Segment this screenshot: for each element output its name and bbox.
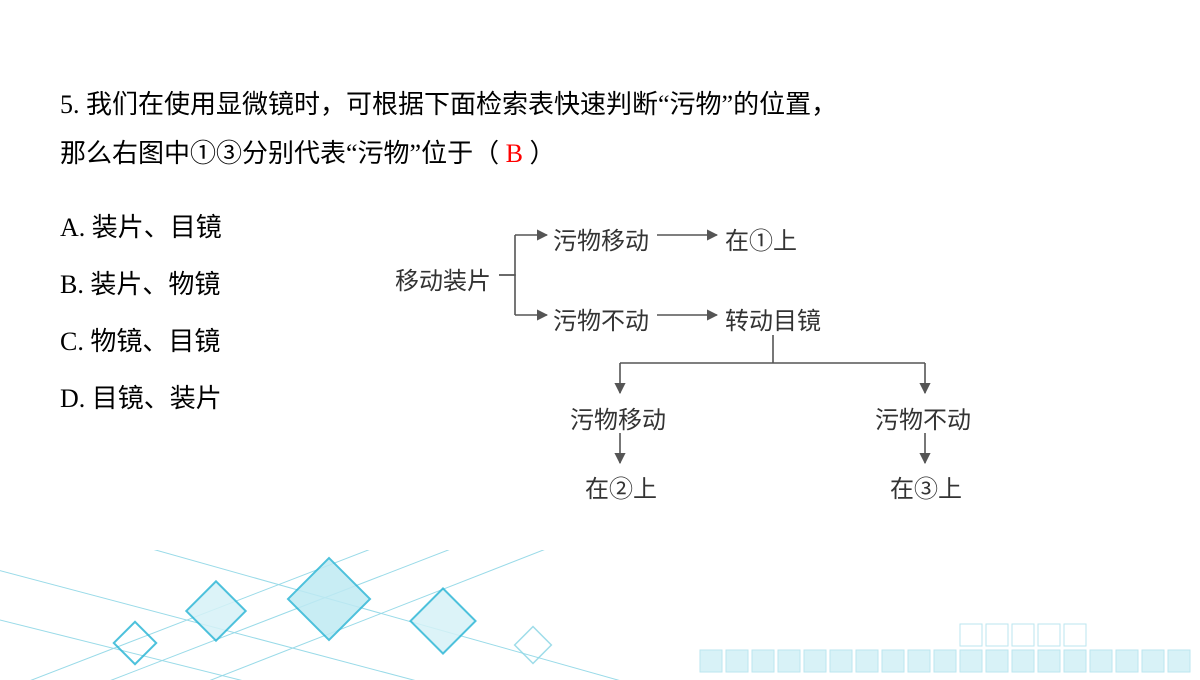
node-b2-cond: 污物不动 bbox=[553, 301, 649, 336]
option-c-text: 物镜、目镜 bbox=[90, 327, 220, 356]
option-d-text: 目镜、装片 bbox=[92, 384, 222, 413]
node-s1-res: 在②上 bbox=[585, 469, 657, 504]
node-b2-next: 转动目镜 bbox=[725, 301, 821, 336]
question-stem: 5. 我们在使用显微镜时，可根据下面检索表快速判断“污物”的位置， 那么右图中①… bbox=[60, 80, 1140, 179]
node-b1-cond: 污物移动 bbox=[553, 221, 649, 256]
stem-line-2-before: 那么右图中①③分别代表“污物”位于（ bbox=[60, 139, 499, 168]
stem-line-2-after: ） bbox=[529, 139, 555, 168]
node-s2-cond: 污物不动 bbox=[875, 400, 971, 435]
stem-line-1: 我们在使用显微镜时，可根据下面检索表快速判断“污物”的位置， bbox=[86, 90, 837, 119]
background-decoration bbox=[0, 550, 1200, 680]
node-s1-cond: 污物移动 bbox=[570, 400, 666, 435]
option-b-text: 装片、物镜 bbox=[90, 270, 220, 299]
node-root: 移动装片 bbox=[395, 261, 491, 296]
node-b1-res: 在①上 bbox=[725, 221, 797, 256]
flow-diagram: 移动装片 污物移动 在①上 污物不动 转动目镜 污物移动 污物不动 在②上 在③… bbox=[395, 215, 1055, 525]
option-a-text: 装片、目镜 bbox=[92, 213, 222, 242]
node-s2-res: 在③上 bbox=[890, 469, 962, 504]
question-number: 5. bbox=[60, 90, 80, 119]
answer-letter: B bbox=[506, 139, 523, 168]
